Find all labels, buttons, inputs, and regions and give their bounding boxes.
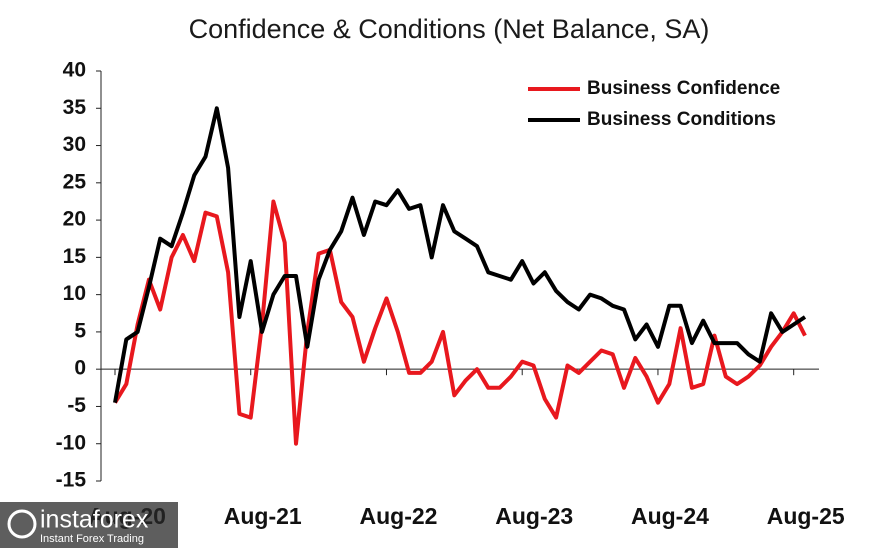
- y-tick-label: 0: [74, 357, 86, 380]
- y-tick-label: 15: [63, 245, 87, 268]
- x-tick-label: Aug-22: [359, 503, 437, 529]
- y-tick-label: 30: [63, 133, 86, 156]
- x-tick-label: Aug-24: [631, 503, 709, 529]
- y-tick-label: -15: [56, 469, 87, 492]
- chart-title: Confidence & Conditions (Net Balance, SA…: [189, 14, 710, 44]
- y-tick-label: 25: [63, 170, 87, 193]
- x-tick-label: Aug-25: [767, 503, 845, 529]
- x-tick-label: Aug-21: [224, 503, 302, 529]
- watermark-brand: instaforex: [40, 506, 149, 534]
- legend-label: Business Conditions: [587, 109, 776, 130]
- watermark-tagline: Instant Forex Trading: [40, 533, 144, 545]
- x-tick-label: Aug-23: [495, 503, 573, 529]
- data-line: [113, 199, 807, 446]
- y-tick-label: 40: [63, 59, 86, 82]
- y-tick-label: 20: [63, 208, 86, 231]
- y-tick-label: -5: [67, 394, 86, 417]
- data-line: [113, 106, 807, 404]
- watermark-box: [0, 502, 178, 548]
- y-tick-label: -10: [56, 431, 86, 454]
- legend-label: Business Confidence: [587, 78, 780, 99]
- y-tick-label: 5: [74, 319, 86, 342]
- y-tick-label: 35: [63, 96, 87, 119]
- watermark-logo: [7, 509, 37, 539]
- y-tick-label: 10: [63, 282, 86, 305]
